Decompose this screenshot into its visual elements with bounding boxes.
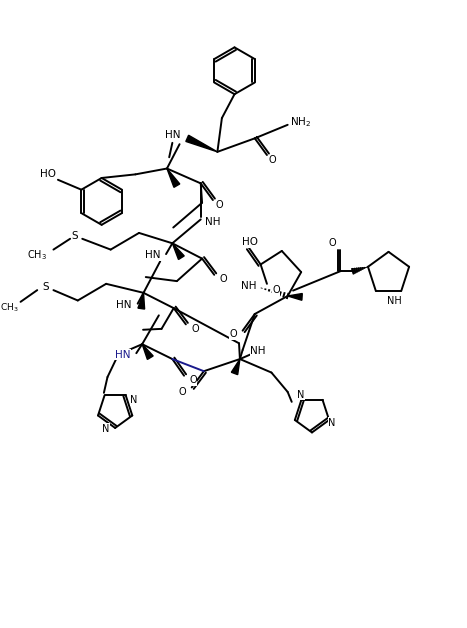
Text: O: O: [179, 387, 186, 397]
Text: NH$_2$: NH$_2$: [290, 116, 311, 129]
Polygon shape: [186, 135, 218, 152]
Text: NH: NH: [241, 281, 257, 291]
Polygon shape: [231, 359, 240, 375]
Text: O: O: [272, 285, 280, 295]
Text: S: S: [42, 283, 49, 293]
Text: S: S: [71, 231, 78, 241]
Polygon shape: [138, 293, 145, 309]
Text: O: O: [329, 238, 337, 248]
Text: HN: HN: [164, 130, 180, 140]
Text: N: N: [130, 395, 138, 405]
Text: HN: HN: [116, 300, 132, 310]
Text: NH: NH: [250, 347, 266, 356]
Text: HN: HN: [115, 350, 131, 360]
Polygon shape: [172, 243, 184, 259]
Text: O: O: [269, 155, 276, 165]
Text: O: O: [230, 329, 237, 339]
Text: NH: NH: [205, 217, 220, 227]
Text: HN: HN: [145, 251, 160, 261]
Text: HO: HO: [40, 170, 56, 180]
Polygon shape: [142, 344, 153, 359]
Text: CH$_3$: CH$_3$: [27, 249, 47, 263]
Polygon shape: [288, 293, 302, 300]
Text: N: N: [328, 418, 335, 428]
Text: O: O: [216, 200, 223, 210]
Text: N: N: [297, 389, 304, 399]
Text: CH$_3$: CH$_3$: [0, 302, 19, 315]
Text: O: O: [189, 375, 197, 385]
Text: O: O: [219, 274, 227, 284]
Text: N: N: [101, 424, 109, 434]
Polygon shape: [167, 168, 180, 187]
Text: HO: HO: [242, 237, 258, 247]
Text: O: O: [191, 324, 198, 334]
Text: NH: NH: [387, 296, 401, 306]
